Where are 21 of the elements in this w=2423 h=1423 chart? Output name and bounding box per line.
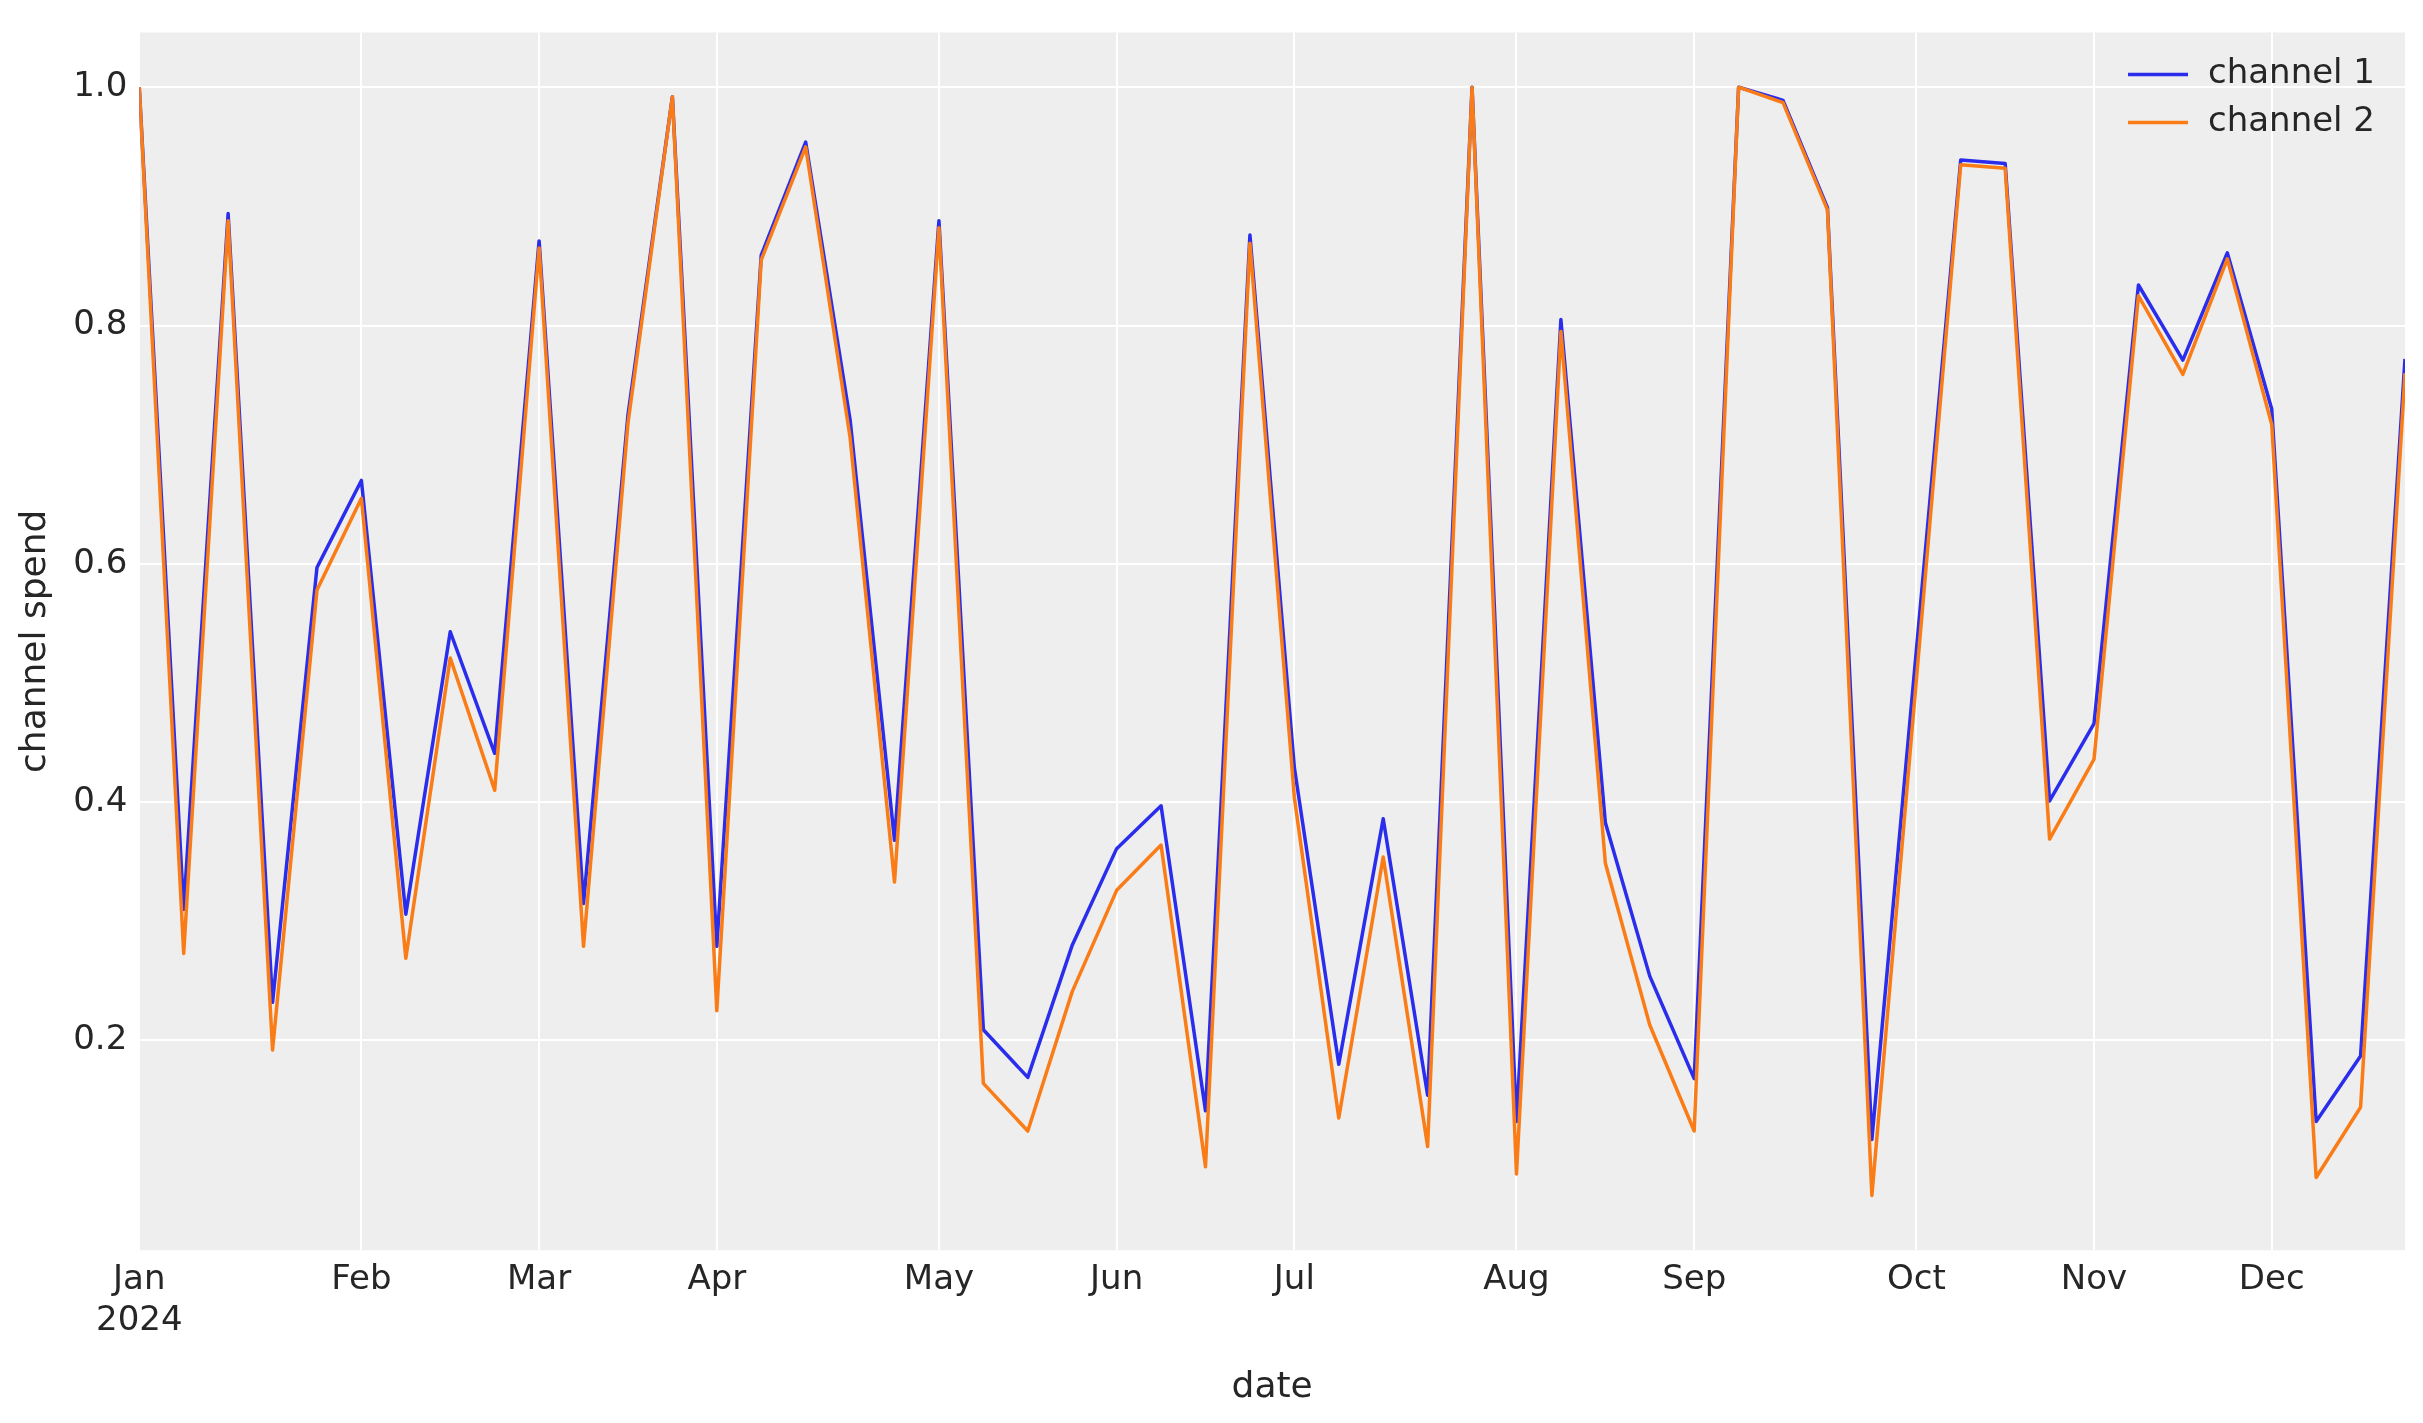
y-tick-label: 0.6 [73, 540, 128, 581]
x-tick-label: Sep [1662, 1257, 1727, 1298]
x-tick-label: Jun [1088, 1257, 1144, 1298]
y-axis-title: channel spend [11, 509, 53, 773]
x-tick-label: Jul [1271, 1257, 1315, 1298]
x-tick-label: May [903, 1257, 975, 1298]
x-tick-label: Oct [1886, 1257, 1946, 1298]
y-tick-label: 0.4 [73, 778, 128, 819]
x-tick-label: Mar [507, 1257, 572, 1298]
y-tick-label: 1.0 [73, 64, 128, 105]
y-tick-label: 0.2 [73, 1017, 128, 1058]
legend-label: channel 2 [2208, 99, 2376, 140]
x-tick-label: Aug [1483, 1257, 1550, 1298]
x-axis-title: date [1231, 1363, 1313, 1405]
x-tick-label: Apr [687, 1257, 747, 1298]
x-tick-label: Jan 2024 [96, 1257, 183, 1339]
x-tick-label: Feb [331, 1257, 392, 1298]
y-tick-label: 0.8 [73, 302, 128, 343]
x-tick-label: Nov [2060, 1257, 2128, 1298]
legend-label: channel 1 [2208, 51, 2376, 92]
x-tick-label: Dec [2238, 1257, 2305, 1298]
